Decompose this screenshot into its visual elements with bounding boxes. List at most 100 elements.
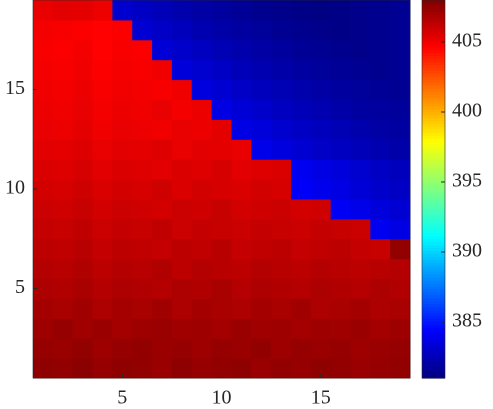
heatmap-cell [211,0,232,21]
heatmap-cell [72,139,94,160]
heatmap-cell [350,59,371,81]
heatmap-cell [310,179,332,200]
colorbar-band [422,209,445,214]
heatmap-cell [211,59,232,81]
heatmap-cell [72,119,94,140]
colorbar-band [422,70,445,75]
heatmap-cell [191,179,213,200]
heatmap-cell [310,258,332,280]
heatmap-cell [132,179,153,200]
heatmap-cell [52,99,74,120]
heatmap-cell [72,258,94,280]
heatmap-cell [350,298,371,319]
heatmap-cell [171,119,193,140]
colorbar-band [422,32,445,37]
colorbar-band [422,159,445,164]
colorbar-band [422,295,445,299]
heatmap-cell [350,258,371,280]
colorbar-band [422,109,445,113]
heatmap-cell [211,298,232,319]
heatmap-cell [112,358,133,379]
heatmap-cell [310,99,332,120]
heatmap-cell [350,99,371,120]
heatmap-cell [370,59,391,81]
heatmap-cell [271,59,292,81]
heatmap-cell [390,318,411,339]
colorbar-band [422,41,445,45]
colorbar-band [422,218,445,223]
heatmap-cell [271,238,292,260]
colorbar-band [422,150,445,155]
heatmap-cell [171,238,193,260]
heatmap-cell [191,358,213,379]
heatmap-cell [290,238,312,260]
heatmap-cell [330,358,351,379]
heatmap-cell [290,338,312,359]
y-tick-label: 10 [5,177,25,199]
colorbar-band [422,330,445,335]
heatmap-cell [271,159,292,180]
colorbar-band [422,245,445,249]
heatmap-cell [132,139,153,160]
heatmap-cell [92,19,113,41]
heatmap-cell [33,338,54,359]
heatmap-cell [390,59,411,81]
heatmap-cell [390,338,411,359]
colorbar-band [422,239,445,243]
heatmap-cell [92,358,113,379]
heatmap-cell [152,218,173,240]
heatmap-cell [132,119,153,140]
heatmap-cell [390,99,411,120]
heatmap-cell [132,99,153,120]
heatmap-cell [72,99,94,120]
heatmap-cell [72,39,94,61]
heatmap-cell [132,0,153,21]
heatmap-cell [152,258,173,280]
colorbar-band [422,256,445,261]
heatmap-cell [370,358,391,379]
heatmap-cell [191,59,213,81]
heatmap-cell [72,79,94,100]
heatmap-cell [370,0,391,21]
heatmap-cell [251,19,272,41]
heatmap-cell [92,79,113,100]
heatmap-cell [92,258,113,280]
colorbar-band [422,197,445,202]
colorbar-band [422,221,445,226]
colorbar-band [422,47,445,51]
heatmap-cell [92,218,113,240]
heatmap-cell [33,99,54,120]
heatmap-cell [72,338,94,359]
colorbar-band [422,248,445,252]
heatmap-cell [330,258,351,280]
heatmap-cell [171,139,193,160]
heatmap-cell [72,318,94,339]
colorbar-band [422,76,445,81]
colorbar-band [422,212,445,217]
heatmap-cell [290,59,312,81]
colorbar-band [422,38,445,42]
heatmap-cell [251,59,272,81]
heatmap-cell [191,159,213,180]
heatmap-cell [370,258,391,280]
colorbar-band [422,124,445,128]
heatmap-cell [390,298,411,319]
heatmap-cell [33,139,54,160]
colorbar-band [422,233,445,237]
colorbar-band [422,126,445,131]
colorbar-band [422,73,445,78]
colorbar-band [422,129,445,134]
heatmap-cell [132,318,153,339]
heatmap-cell [211,159,232,180]
heatmap-cell [290,358,312,379]
heatmap-cell [92,298,113,319]
heatmap-cell [370,139,391,160]
colorbar-band [422,11,445,16]
heatmap-cell [350,119,371,140]
x-tick-label: 15 [311,387,331,409]
heatmap-cell [231,159,252,180]
heatmap-cell [290,179,312,200]
colorbar-band [422,88,445,93]
colorbar-band [422,171,445,175]
colorbar-band [422,189,445,193]
